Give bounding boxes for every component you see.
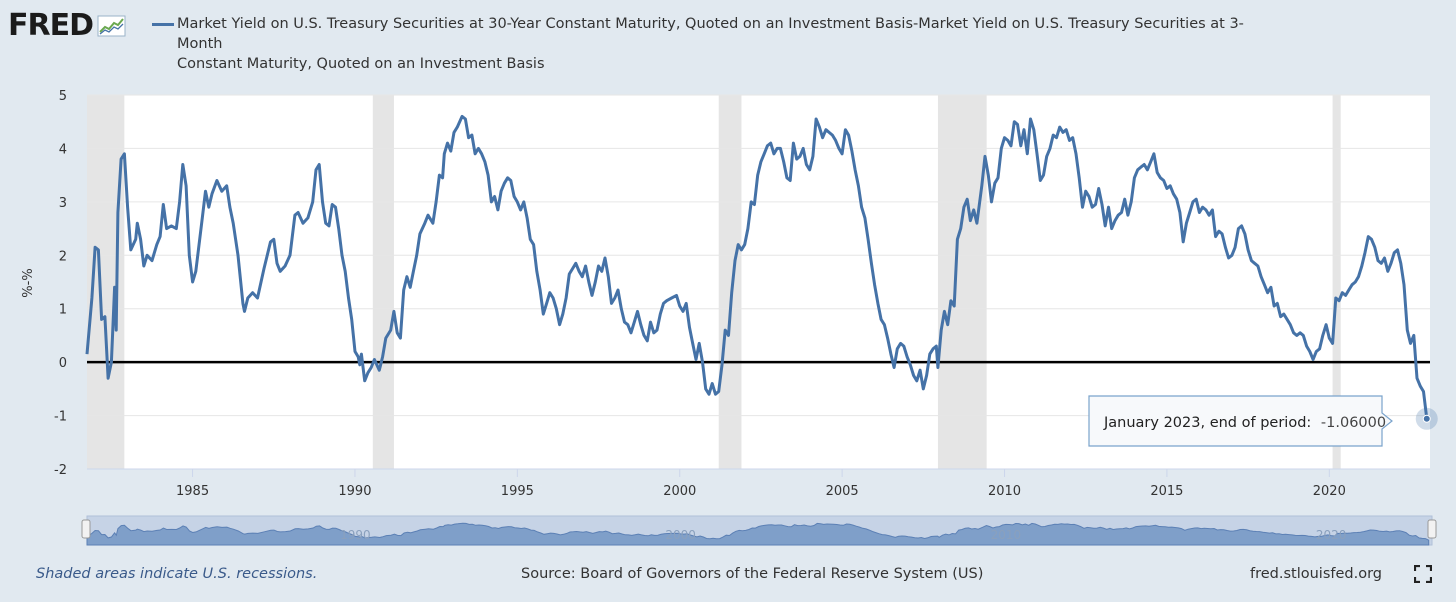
range-navigator[interactable]: 1990 2000 2010 2020 (81, 515, 1437, 546)
legend-swatch (152, 23, 174, 26)
y-tick-label: 1 (59, 303, 67, 318)
navigator-handle-left[interactable] (81, 519, 91, 539)
source-note: Source: Board of Governors of the Federa… (521, 566, 984, 582)
navigator-labels: 1990 2000 2010 2020 (340, 528, 1346, 542)
recession-band (937, 95, 987, 469)
recession-band (718, 95, 742, 469)
y-tick-label: 4 (59, 142, 67, 157)
x-tick-label: 1990 (338, 484, 371, 499)
y-tick-label: -2 (54, 463, 67, 478)
navigator-label: 2000 (665, 528, 696, 542)
recession-note: Shaded areas indicate U.S. recessions. (36, 566, 318, 582)
y-tick-label: 3 (59, 196, 67, 211)
x-tick-label: 2015 (1150, 484, 1183, 499)
x-tick-label: 2020 (1313, 484, 1346, 499)
y-tick-label: -1 (54, 410, 67, 425)
y-tick-label: 0 (59, 356, 67, 371)
navigator-label: 1990 (340, 528, 371, 542)
site-link[interactable]: fred.stlouisfed.org (1250, 566, 1383, 582)
x-tick-label: 2010 (988, 484, 1021, 499)
y-axis-ticks: 5 4 3 2 1 0 -1 -2 (54, 89, 67, 478)
tooltip: January 2023, end of period: -1.06000 (1088, 395, 1438, 447)
navigator-label: 2020 (1316, 528, 1347, 542)
last-point-marker[interactable] (1422, 414, 1431, 423)
y-tick-label: 2 (59, 249, 67, 264)
x-tick-label: 2000 (663, 484, 696, 499)
navigator-handle-right[interactable] (1427, 519, 1437, 539)
legend-line-2: Constant Maturity, Quoted on an Investme… (177, 56, 545, 72)
tooltip-text: January 2023, end of period: -1.06000 (1103, 415, 1386, 431)
navigator-series-area (86, 522, 1430, 546)
chart-trend-icon (97, 15, 126, 36)
fred-logo[interactable]: FRED (8, 8, 127, 43)
series-line[interactable] (85, 114, 1429, 419)
navigator-label: 2010 (991, 528, 1022, 542)
recession-band (372, 95, 394, 469)
x-axis-ticks: 1985 1990 1995 2000 2005 2010 2015 2020 (87, 468, 1430, 499)
x-tick-label: 1995 (501, 484, 534, 499)
logo-text: FRED (8, 8, 94, 43)
recession-bands (87, 95, 1341, 469)
x-tick-label: 2005 (826, 484, 859, 499)
tooltip-label: January 2023, end of period: (1103, 415, 1311, 431)
legend-line-1: Market Yield on U.S. Treasury Securities… (177, 16, 1244, 52)
fullscreen-icon[interactable] (1414, 565, 1432, 583)
x-tick-label: 1985 (176, 484, 209, 499)
legend-label: Market Yield on U.S. Treasury Securities… (177, 14, 1252, 74)
tooltip-box (1088, 395, 1393, 447)
y-axis-label: %-% (21, 268, 36, 297)
tooltip-value: -1.06000 (1321, 415, 1386, 431)
recession-band (1332, 95, 1341, 469)
chart-legend: Market Yield on U.S. Treasury Securities… (152, 14, 1252, 74)
y-tick-label: 5 (59, 89, 67, 104)
